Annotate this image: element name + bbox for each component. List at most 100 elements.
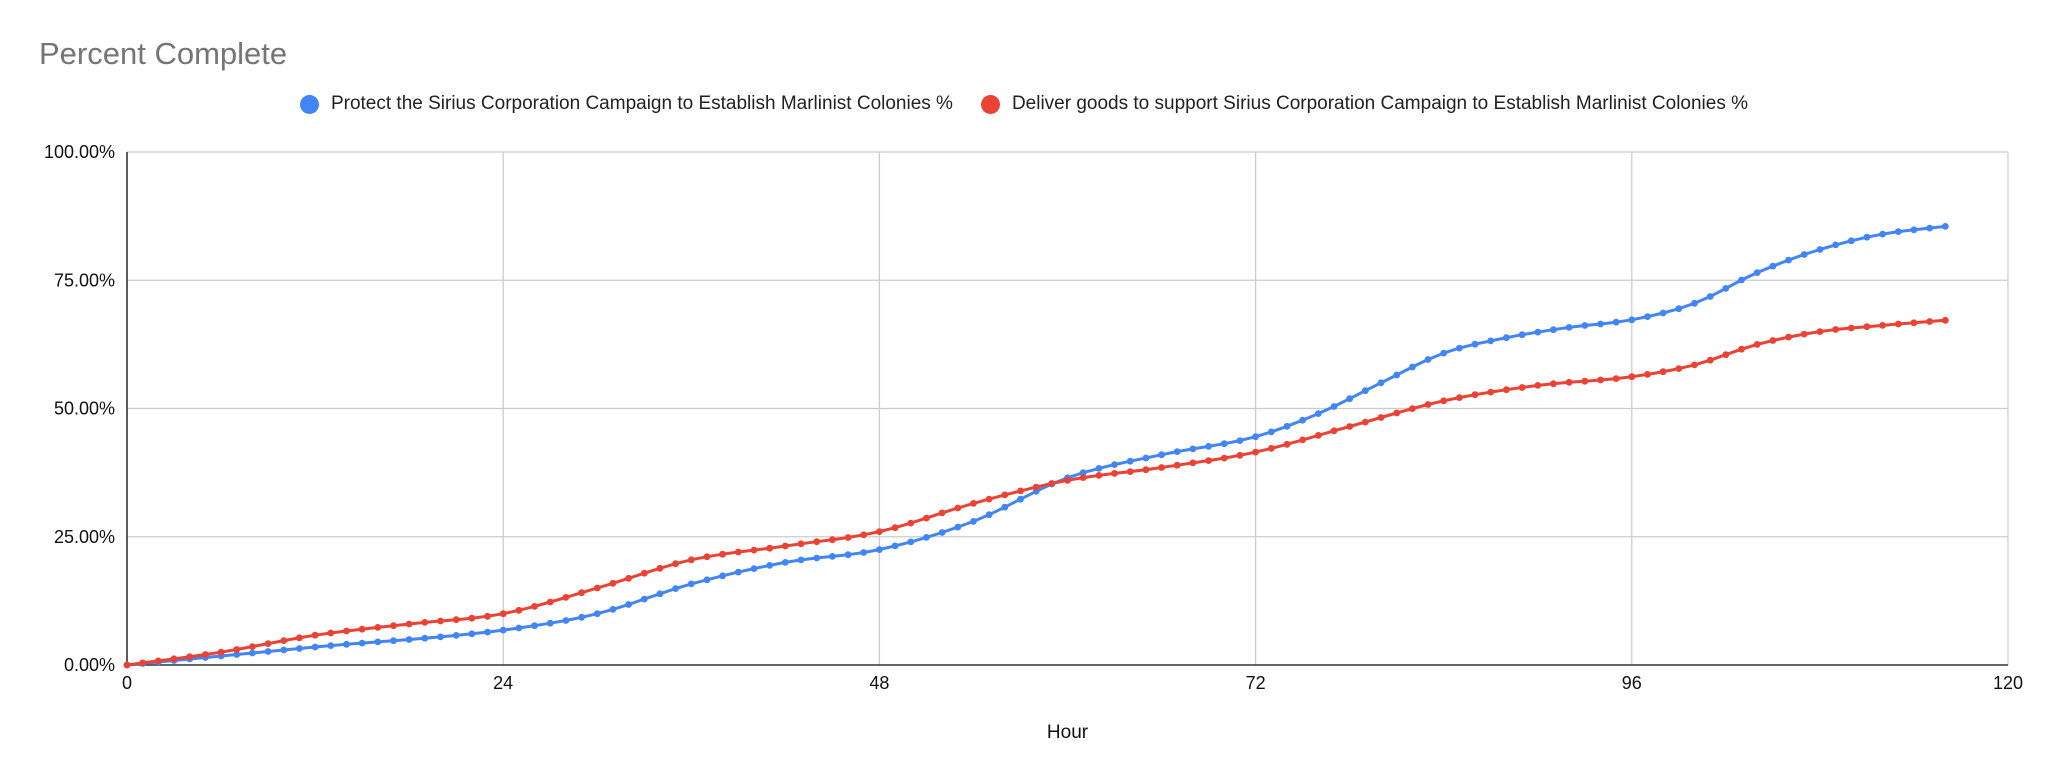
x-tick-label: 120 — [1993, 673, 2023, 693]
data-point — [562, 594, 570, 601]
data-point — [1487, 337, 1495, 345]
data-point — [1816, 246, 1824, 253]
data-point — [1189, 445, 1197, 453]
data-point — [1926, 318, 1933, 325]
data-point — [703, 576, 711, 584]
data-point — [578, 613, 585, 621]
data-point — [374, 638, 382, 646]
data-point — [1738, 276, 1745, 284]
legend-label: Protect the Sirius Corporation Campaign … — [330, 93, 953, 114]
data-point — [1644, 371, 1651, 378]
y-tick-label: 0.00% — [64, 655, 115, 675]
data-point — [672, 560, 679, 568]
data-point — [1142, 454, 1150, 462]
data-point — [1220, 454, 1228, 462]
data-point — [625, 601, 632, 608]
data-point — [515, 606, 523, 614]
data-point — [609, 579, 617, 587]
data-point — [1691, 299, 1698, 307]
legend: Protect the Sirius Corporation Campaign … — [0, 93, 2048, 115]
data-point — [1205, 457, 1212, 464]
data-point — [1330, 403, 1338, 410]
data-point — [390, 622, 397, 630]
data-point — [1361, 387, 1369, 395]
data-point — [296, 645, 303, 652]
data-point — [1424, 356, 1432, 363]
data-point — [781, 542, 789, 550]
data-point — [1769, 337, 1777, 344]
data-point — [829, 536, 836, 544]
data-point — [249, 643, 256, 650]
data-point — [546, 619, 554, 627]
data-point — [1111, 470, 1118, 477]
data-point — [1706, 293, 1714, 300]
data-point — [1863, 233, 1871, 241]
data-point — [405, 636, 413, 643]
data-point — [781, 559, 789, 566]
data-point — [531, 622, 538, 630]
data-point — [1722, 351, 1730, 359]
data-point — [1314, 410, 1322, 417]
data-point — [1847, 324, 1855, 332]
data-point — [170, 655, 178, 663]
data-point — [217, 648, 225, 656]
data-point — [280, 646, 288, 654]
data-point — [452, 632, 460, 639]
data-point — [437, 633, 444, 641]
data-point — [1048, 480, 1056, 487]
data-point — [876, 546, 883, 553]
data-point — [1581, 377, 1589, 385]
data-point — [797, 556, 805, 564]
x-tick-label: 24 — [493, 673, 513, 693]
x-tick-label: 48 — [869, 673, 889, 693]
data-point — [264, 648, 272, 655]
data-point — [813, 554, 821, 562]
data-point — [1738, 345, 1745, 353]
data-point — [1675, 305, 1683, 313]
data-point — [280, 637, 288, 644]
data-point — [1785, 256, 1792, 264]
data-point — [1283, 440, 1291, 448]
data-point — [923, 514, 930, 522]
data-point — [562, 617, 570, 624]
data-point — [907, 519, 915, 527]
data-point — [1314, 432, 1322, 439]
data-point — [1550, 326, 1557, 334]
data-point — [860, 531, 868, 539]
data-point — [1440, 397, 1448, 405]
data-point — [672, 585, 679, 592]
data-point — [1079, 474, 1087, 481]
data-point — [1487, 388, 1495, 396]
data-point — [625, 574, 632, 582]
data-point — [531, 603, 538, 610]
data-point — [750, 546, 758, 554]
data-point — [938, 529, 946, 536]
data-point — [546, 598, 554, 606]
data-point — [1393, 409, 1401, 417]
data-point — [343, 627, 350, 635]
data-point — [1753, 269, 1761, 276]
legend-dot-icon — [299, 94, 319, 114]
data-point — [1832, 241, 1839, 249]
data-point — [499, 626, 507, 634]
data-point — [1126, 468, 1134, 475]
data-point — [766, 562, 774, 569]
data-point — [985, 495, 993, 503]
data-point — [593, 610, 601, 618]
data-point — [1597, 376, 1604, 384]
data-point — [1158, 451, 1165, 459]
data-point — [233, 646, 241, 653]
data-point — [1597, 320, 1604, 328]
data-point — [578, 589, 585, 597]
x-axis-title: Hour — [1047, 722, 1089, 743]
data-point — [327, 642, 335, 649]
legend-item-series-1[interactable]: Protect the Sirius Corporation Campaign … — [299, 93, 953, 115]
data-point — [1894, 228, 1902, 236]
data-point — [970, 500, 977, 507]
data-point — [1064, 476, 1071, 484]
data-point — [327, 629, 335, 637]
legend-item-series-2[interactable]: Deliver goods to support Sirius Corporat… — [980, 93, 1748, 115]
data-point — [1205, 443, 1212, 450]
data-point — [1456, 394, 1463, 401]
data-point — [1346, 423, 1354, 430]
